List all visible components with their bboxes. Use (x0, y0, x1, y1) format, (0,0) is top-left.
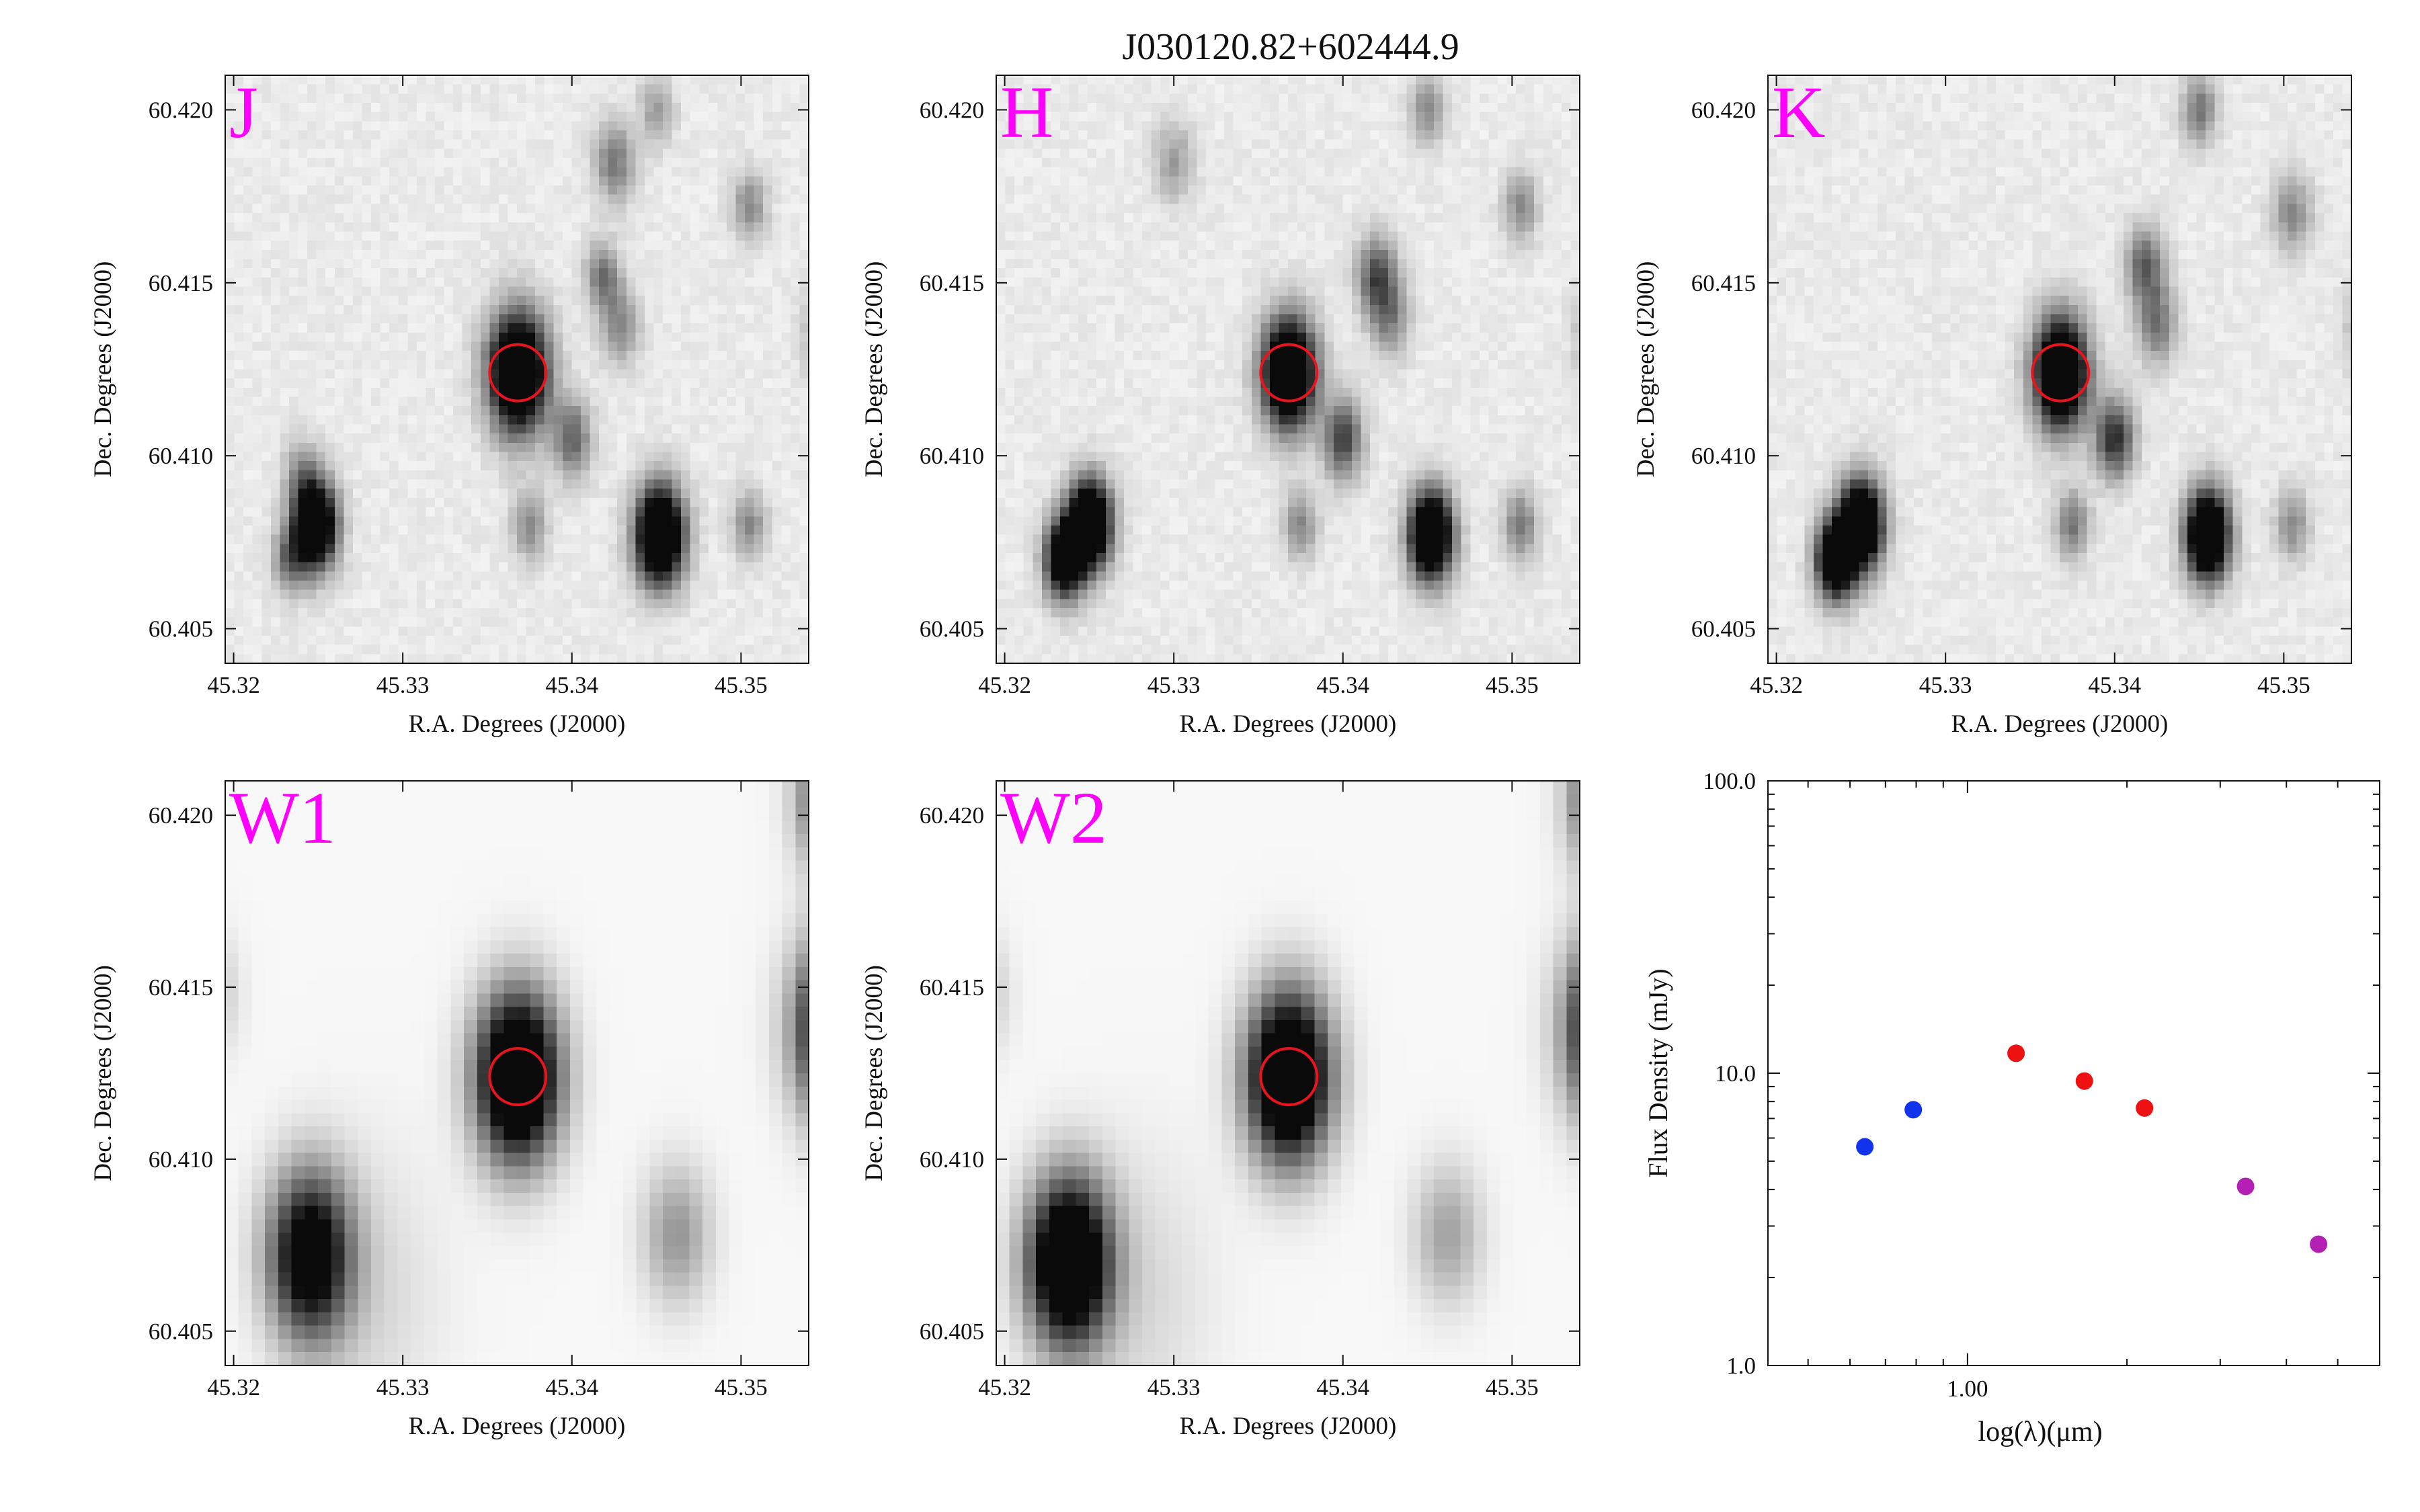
panel-w1: 45.32 45.33 45.34 45.35 60.405 60.410 60.415 60… (89, 777, 809, 1440)
x-tick-label: 45.33 (376, 672, 430, 698)
band-label-h: H (1000, 71, 1053, 153)
y-tick-label: 60.415 (149, 974, 213, 1001)
image-w1 (225, 781, 809, 1366)
panel-sed: 1.0 10.0 100.0 1.00 log(λ)(μm) Flux Density (… (1643, 768, 2380, 1447)
x-tick-label: 45.33 (1919, 672, 1972, 698)
image-k (1768, 75, 2351, 663)
x-tick-label: 45.33 (1147, 672, 1201, 698)
y-axis-label: Flux Density (mJy) (1643, 968, 1673, 1177)
y-axis-label: Dec. Degrees (J2000) (89, 965, 117, 1181)
sed-point (2007, 1044, 2025, 1062)
x-tick-label: 45.32 (207, 1374, 260, 1400)
target-circle (488, 1047, 548, 1107)
y-axis-label: Dec. Degrees (J2000) (89, 261, 117, 478)
y-axis-label: Dec. Degrees (J2000) (860, 965, 888, 1181)
panels: 45.32 45.33 45.34 45.35 60.405 60.410 60.415 60… (89, 71, 2380, 1447)
y-tick-label: 60.410 (149, 443, 213, 469)
x-tick-label: 45.35 (715, 672, 768, 698)
x-tick-label: 45.34 (545, 1374, 598, 1400)
x-tick-label: 45.34 (1316, 1374, 1369, 1400)
y-tick-label: 60.405 (920, 616, 984, 642)
x-tick-label: 1.00 (1947, 1376, 1988, 1402)
x-tick-label: 45.33 (376, 1374, 430, 1400)
y-tick-label: 60.410 (1691, 443, 1756, 469)
y-tick-label: 60.420 (149, 97, 213, 123)
sed-point (2075, 1072, 2093, 1090)
y-tick-label: 10.0 (1715, 1060, 1756, 1087)
y-tick-label: 60.410 (920, 443, 984, 469)
band-label-w1: W1 (229, 777, 336, 859)
x-tick-label: 45.32 (978, 672, 1031, 698)
panel-k: 45.32 45.33 45.34 45.35 60.405 60.410 60.415 60… (1632, 71, 2352, 738)
target-circle (1259, 343, 1319, 403)
image-h (996, 75, 1580, 663)
y-tick-label: 60.415 (149, 270, 213, 296)
target-circle (488, 343, 548, 403)
x-axis-label: R.A. Degrees (J2000) (1180, 1413, 1397, 1440)
panel-w2: 45.32 45.33 45.34 45.35 60.405 60.410 60.415 60… (860, 777, 1580, 1440)
x-tick-label: 45.33 (1147, 1374, 1201, 1400)
sed-point (1856, 1138, 1874, 1156)
x-axis-label: log(λ)(μm) (1978, 1417, 2102, 1447)
y-tick-label: 60.405 (149, 616, 213, 642)
y-axis-label: Dec. Degrees (J2000) (1632, 261, 1660, 478)
y-tick-label: 1.0 (1726, 1353, 1756, 1379)
x-tick-label: 45.35 (715, 1374, 768, 1400)
image-j (225, 75, 809, 663)
x-tick-label: 45.35 (1486, 1374, 1539, 1400)
sed-point (2310, 1235, 2328, 1253)
frame-w1 (225, 780, 809, 1366)
sed-frame (1767, 780, 2380, 1366)
y-tick-label: 60.405 (149, 1318, 213, 1345)
y-tick-label: 60.420 (1691, 97, 1756, 123)
image-w2 (996, 781, 1580, 1366)
x-tick-label: 45.34 (1316, 672, 1369, 698)
y-tick-label: 60.415 (920, 270, 984, 296)
y-tick-label: 60.420 (149, 802, 213, 829)
x-axis-label: R.A. Degrees (J2000) (1951, 710, 2169, 738)
x-axis-label: R.A. Degrees (J2000) (409, 1413, 626, 1440)
panel-j: 45.32 45.33 45.34 45.35 60.405 60.410 60.415 60… (89, 71, 809, 738)
band-label-j: J (229, 71, 258, 153)
y-tick-label: 60.405 (920, 1318, 984, 1345)
sed-point (1904, 1101, 1923, 1119)
x-tick-label: 45.35 (1486, 672, 1539, 698)
frame-k (1767, 75, 2352, 664)
y-tick-label: 60.420 (920, 802, 984, 829)
y-tick-label: 60.410 (149, 1146, 213, 1173)
x-tick-label: 45.32 (978, 1374, 1031, 1400)
x-tick-label: 45.34 (2088, 672, 2141, 698)
x-axis-label: R.A. Degrees (J2000) (409, 710, 626, 738)
y-tick-label: 60.415 (920, 974, 984, 1001)
frame-w2 (996, 780, 1580, 1366)
y-tick-label: 60.415 (1691, 270, 1756, 296)
sed-point (2236, 1177, 2255, 1195)
y-axis-label: Dec. Degrees (J2000) (860, 261, 888, 478)
frame-h (996, 75, 1580, 664)
x-tick-label: 45.32 (207, 672, 260, 698)
y-tick-label: 60.405 (1691, 616, 1756, 642)
sed-point (2136, 1099, 2154, 1117)
x-tick-label: 45.35 (2257, 672, 2310, 698)
y-tick-label: 60.410 (920, 1146, 984, 1173)
band-label-k: K (1772, 71, 1825, 153)
target-circle (2031, 343, 2091, 403)
x-tick-label: 45.34 (545, 672, 598, 698)
x-tick-label: 45.32 (1750, 672, 1803, 698)
y-tick-label: 100.0 (1703, 768, 1756, 794)
frame-j (225, 75, 809, 664)
band-label-w2: W2 (1000, 777, 1107, 859)
x-axis-label: R.A. Degrees (J2000) (1180, 710, 1397, 738)
y-tick-label: 60.420 (920, 97, 984, 123)
target-circle (1259, 1047, 1319, 1107)
figure-title: J030120.82+602444.9 (1122, 26, 1459, 68)
panel-h: 45.32 45.33 45.34 45.35 60.405 60.410 60.415 60… (860, 71, 1580, 738)
